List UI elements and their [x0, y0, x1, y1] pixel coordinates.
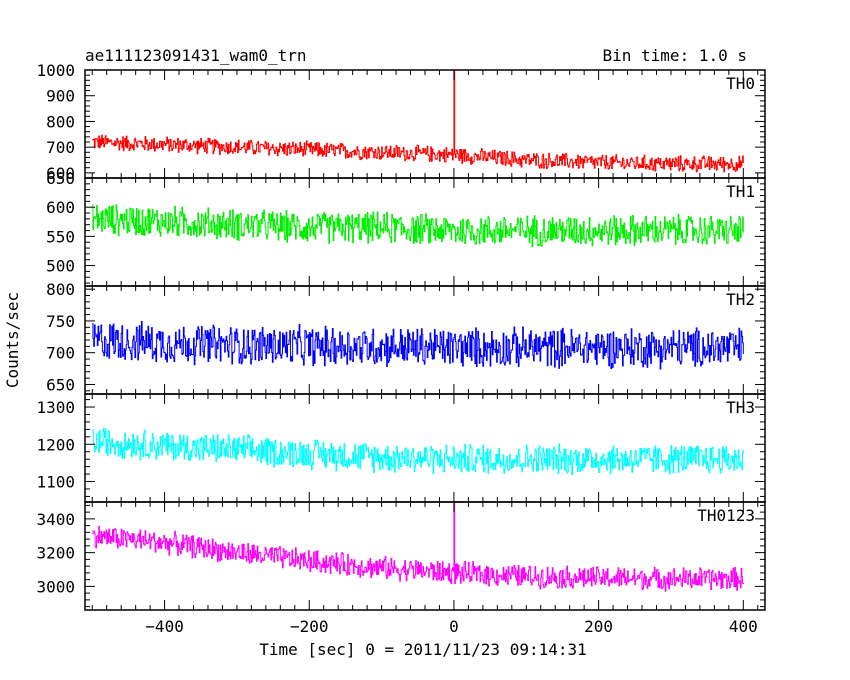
- panel-th2: 650 700 750 800 TH2: [46, 280, 766, 395]
- y-tick-label: 3400: [36, 510, 75, 529]
- panel-frame: [84, 285, 766, 395]
- series-th3: [92, 427, 745, 476]
- y-tick-label: 700: [46, 138, 75, 157]
- y-tick-label: 3000: [36, 577, 75, 596]
- series-th2: [92, 321, 745, 370]
- y-tick-label: 600: [46, 198, 75, 217]
- series-th0: [92, 70, 745, 173]
- x-axis-label: Time [sec] 0 = 2011/11/23 09:14:31: [259, 640, 587, 659]
- y-tick-label: 600: [46, 164, 75, 183]
- panel-th0: 600 700 800 900 1000 TH0: [36, 61, 766, 183]
- panel-th3: 1100 1200 1300 TH3: [36, 393, 766, 503]
- y-tick-label: 1000: [36, 61, 75, 80]
- y-tick-label: 900: [46, 87, 75, 106]
- y-tick-label: 1300: [36, 398, 75, 417]
- y-axis-label: Counts/sec: [3, 292, 22, 388]
- y-tick-label: 1100: [36, 473, 75, 492]
- x-tick-label: 200: [584, 617, 613, 636]
- x-tick-label: 400: [729, 617, 758, 636]
- y-tick-label: 750: [46, 312, 75, 331]
- y-tick-label: 550: [46, 227, 75, 246]
- y-tick-label: 500: [46, 257, 75, 276]
- series-th0123: [92, 502, 745, 592]
- stacked-panels: 6007008009001000TH0500550600650TH1650700…: [36, 61, 766, 636]
- panel-label: TH0: [726, 74, 755, 93]
- y-tick-label: 800: [46, 112, 75, 131]
- y-tick-label: 1200: [36, 435, 75, 454]
- panel-label: TH1: [726, 182, 755, 201]
- y-tick-label: 650: [46, 375, 75, 394]
- panel-label: TH0123: [697, 506, 755, 525]
- series-th1: [92, 204, 745, 248]
- x-tick-label: −400: [145, 617, 184, 636]
- y-tick-label: 3200: [36, 544, 75, 563]
- panel-th0123: 3000 3200 3400 TH0123: [36, 501, 766, 611]
- y-tick-label: 800: [46, 280, 75, 299]
- panel-label: TH2: [726, 290, 755, 309]
- x-tick-label: −200: [290, 617, 329, 636]
- y-tick-label: 650: [46, 169, 75, 188]
- chart-title: ae111123091431_wam0_trn: [85, 46, 307, 65]
- x-tick-label: 0: [449, 617, 459, 636]
- y-tick-label: 700: [46, 344, 75, 363]
- bin-time-label: Bin time: 1.0 s: [603, 46, 748, 65]
- panel-th1: 500 550 600 650 TH1: [46, 169, 766, 287]
- panel-label: TH3: [726, 398, 755, 417]
- panel-frame: [84, 501, 766, 611]
